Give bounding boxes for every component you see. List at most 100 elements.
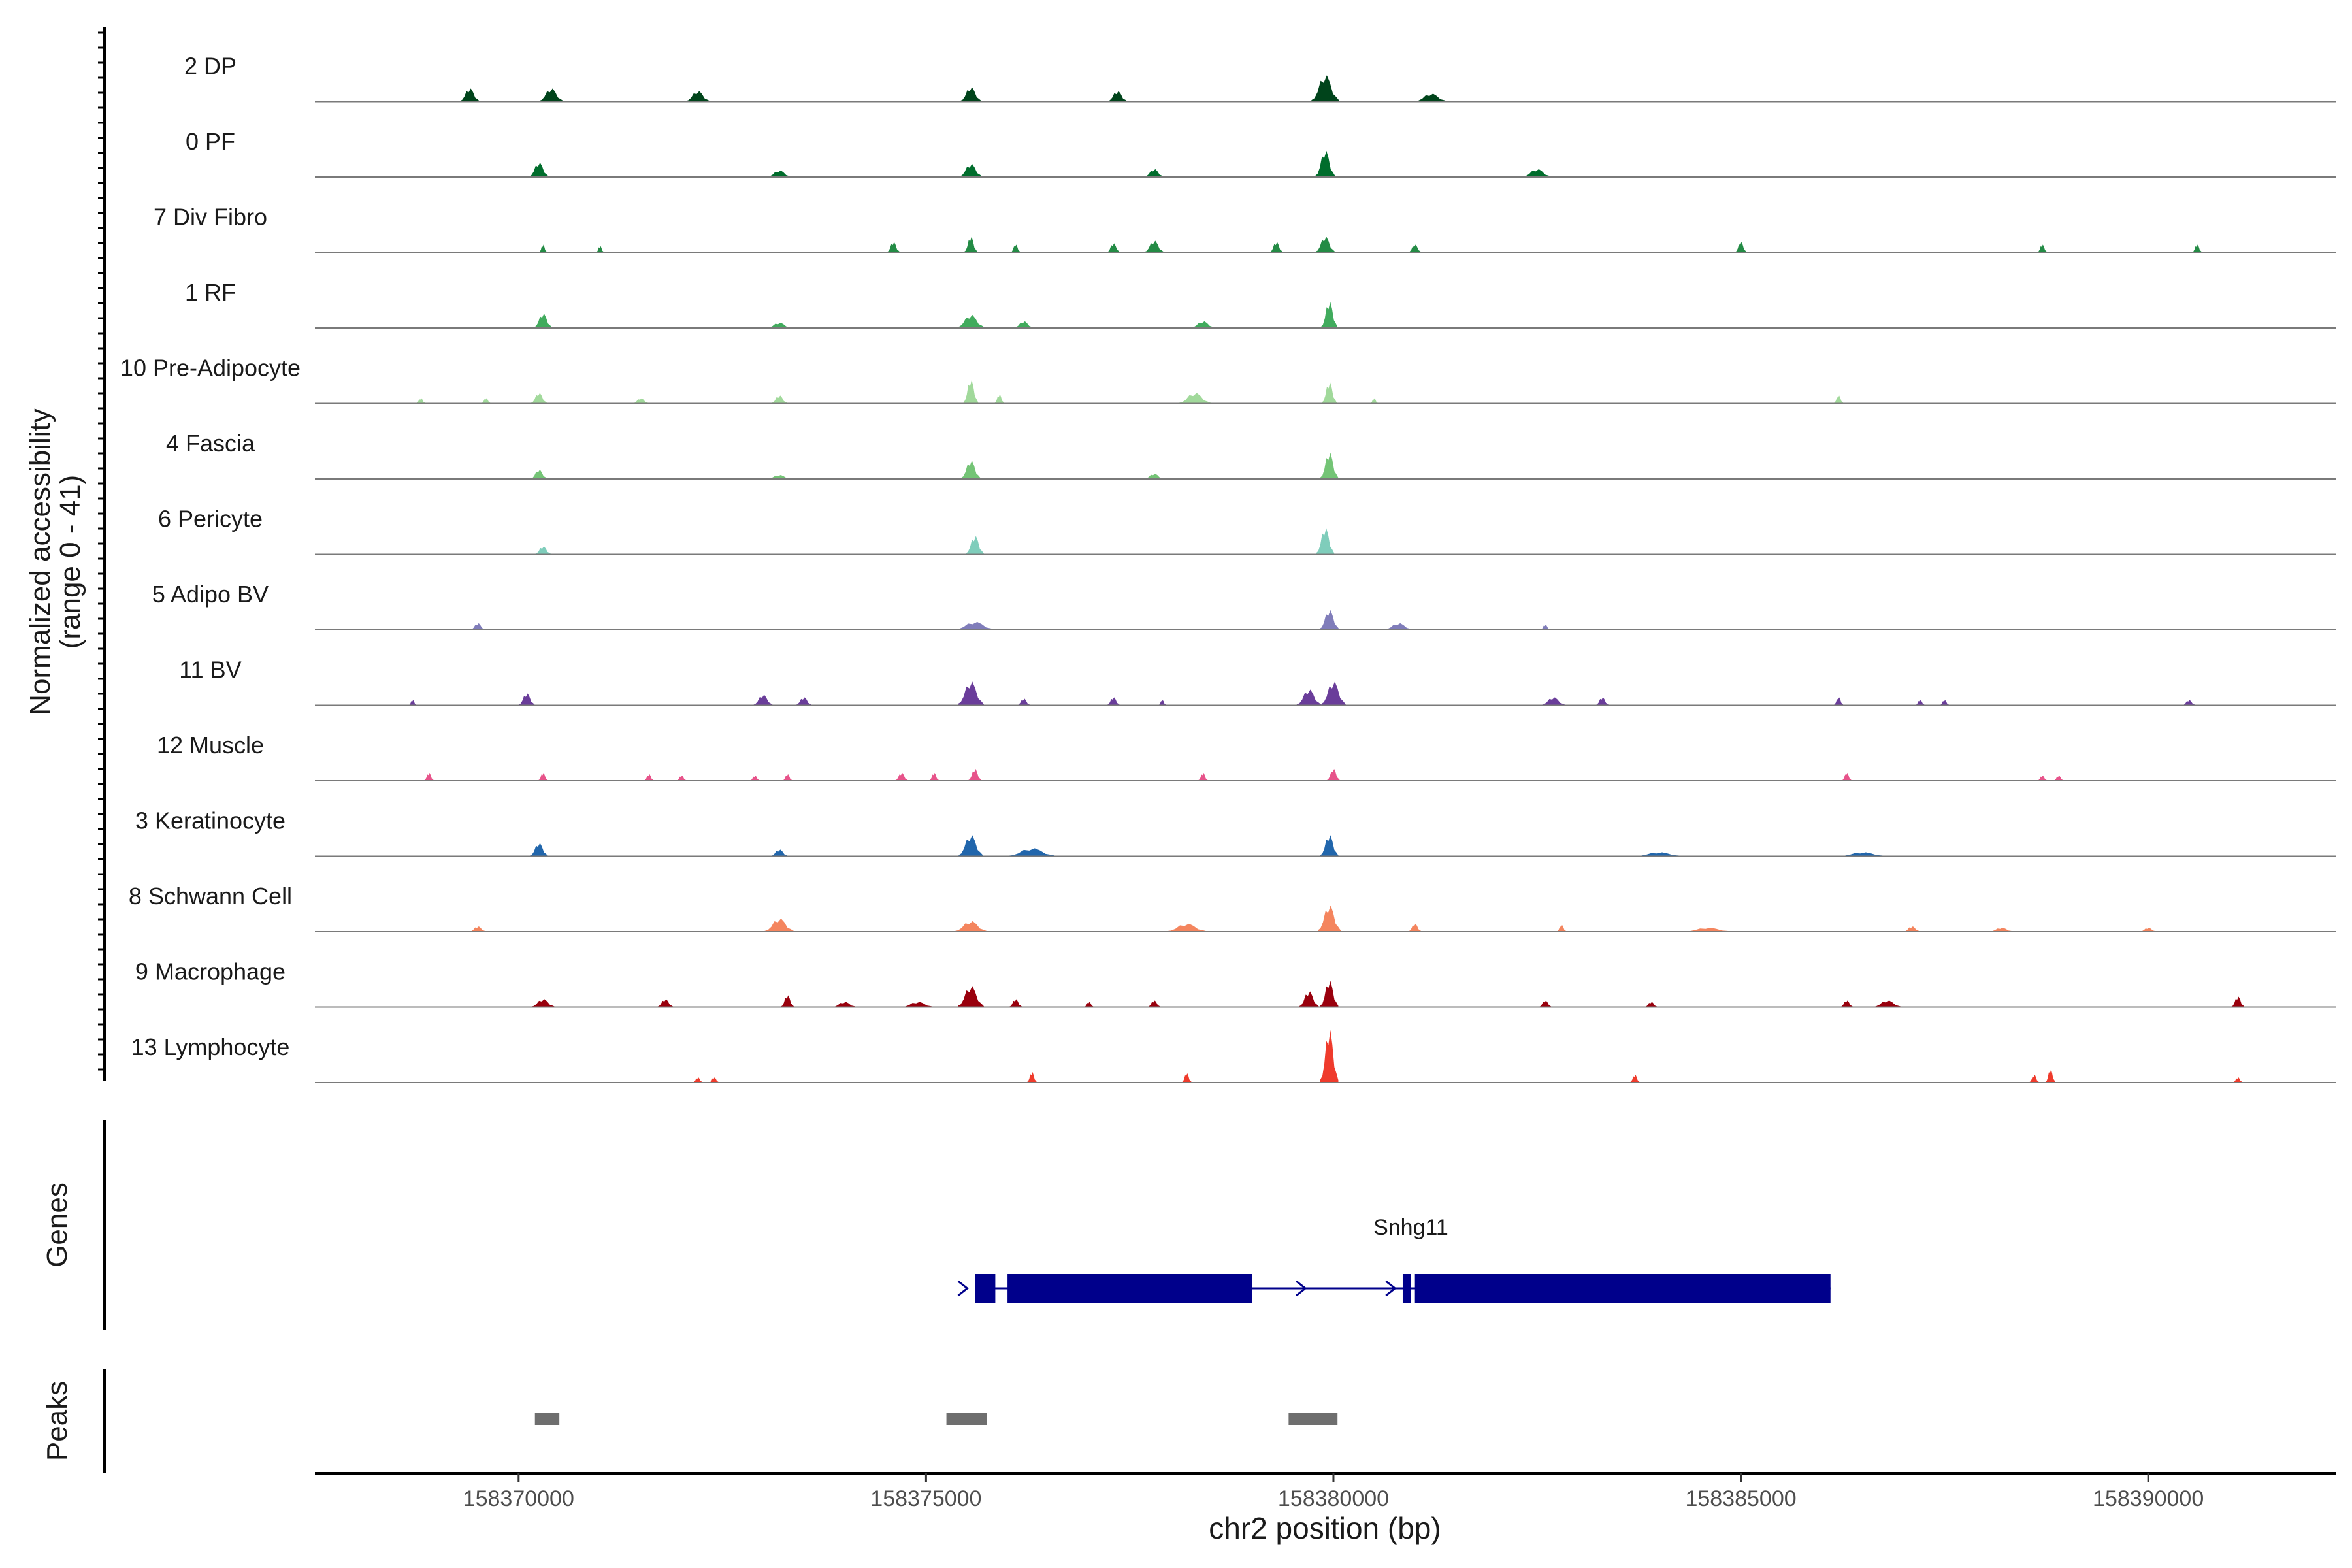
track-label: 11 BV <box>179 657 241 683</box>
coverage-peak <box>1322 382 1337 404</box>
coverage-peak <box>1027 1071 1037 1083</box>
coverage-peak <box>1320 835 1339 857</box>
track-label: 8 Schwann Cell <box>129 883 292 909</box>
coverage-peak <box>1190 321 1216 328</box>
coverage-peak <box>795 697 812 706</box>
coverage-peak <box>1541 697 1566 706</box>
coverage-peak <box>1319 610 1339 630</box>
coverage-peak <box>1316 528 1335 555</box>
coverage-peak <box>1166 923 1207 932</box>
coverage-peak <box>531 469 547 479</box>
coverage-peak <box>676 776 687 781</box>
track-12: 8 Schwann Cell <box>129 883 2336 932</box>
coverage-peak <box>1017 698 1030 706</box>
coverage-peak <box>596 246 604 253</box>
peak-intervals <box>534 1413 1338 1425</box>
track-4: 1 RF <box>185 279 2336 329</box>
track-label: 4 Fascia <box>166 430 255 457</box>
coverage-peak <box>961 460 981 479</box>
coverage-peak <box>2231 996 2245 1007</box>
genes-axis-label: Genes <box>41 1183 73 1267</box>
coverage-peak <box>1327 768 1340 781</box>
coverage-peak <box>470 623 485 630</box>
x-tick-label: 158390000 <box>2093 1486 2204 1511</box>
coverage-peak <box>529 162 549 177</box>
coverage-peak <box>2053 776 2064 781</box>
coverage-peak <box>539 244 547 253</box>
coverage-peak <box>1144 474 1164 479</box>
coverage-peak <box>2037 776 2048 781</box>
coverage-peak <box>955 621 996 630</box>
coverage-peak <box>1635 852 1684 857</box>
coverage-peak <box>534 546 551 555</box>
coverage-peak <box>1269 242 1283 253</box>
coverage-peak <box>470 926 486 932</box>
peak-interval <box>1288 1413 1338 1425</box>
track-label: 10 Pre-Adipocyte <box>120 355 301 382</box>
coverage-peak <box>1320 981 1339 1007</box>
coverage-peak <box>1904 926 1920 932</box>
coverage-peak <box>1144 240 1164 253</box>
coverage-peak <box>709 1077 719 1083</box>
coverage-peak <box>895 772 908 781</box>
coverage-peak <box>955 921 987 932</box>
y-axis-label-line2: (range 0 - 41) <box>54 475 86 649</box>
track-label: 12 Muscle <box>157 732 264 759</box>
track-label: 9 Macrophage <box>135 958 286 985</box>
coverage-peak <box>958 835 983 857</box>
coverage-peak <box>770 849 789 857</box>
coverage-peak <box>2182 700 2196 706</box>
coverage-peak <box>767 323 792 328</box>
coverage-peak <box>958 681 984 706</box>
track-14: 13 Lymphocyte <box>131 1030 2336 1083</box>
coverage-peak <box>956 314 985 328</box>
coverage-peak <box>1833 697 1844 706</box>
coverage-peak <box>1107 697 1120 706</box>
coverage-peak <box>1540 625 1550 630</box>
coverage-peak <box>644 774 654 781</box>
coverage-peak <box>1321 301 1338 328</box>
track-label: 0 PF <box>186 128 235 155</box>
coverage-peak <box>1320 452 1339 479</box>
coverage-peak <box>966 536 984 555</box>
coverage-peak <box>964 237 977 253</box>
x-tick-label: 158375000 <box>870 1486 981 1511</box>
coverage-peak <box>1179 393 1211 404</box>
coverage-peak <box>1007 848 1056 857</box>
coverage-peak <box>481 398 491 404</box>
coverage-peak <box>1539 1000 1552 1007</box>
coverage-peak <box>1644 1002 1658 1007</box>
coverage-peak <box>1735 242 1747 253</box>
coverage-peak <box>1320 1030 1339 1083</box>
coverage-peak <box>2037 244 2048 253</box>
coverage-peak <box>1522 169 1552 177</box>
x-tick-label: 158370000 <box>463 1486 574 1511</box>
coverage-peak <box>1833 395 1844 404</box>
coverage-peak <box>1296 689 1322 706</box>
coverage-peak <box>424 772 434 781</box>
gene-name-label: Snhg11 <box>1373 1215 1448 1240</box>
coverage-peak <box>1311 75 1339 102</box>
coverage-peak <box>2046 1069 2055 1083</box>
gene-exon <box>1007 1274 1252 1303</box>
coverage-peak <box>782 774 792 781</box>
coverage-peak <box>530 843 548 857</box>
track-2: 0 PF <box>186 128 2336 178</box>
x-tick-label: 158385000 <box>1685 1486 1796 1511</box>
peak-interval <box>946 1413 987 1425</box>
coverage-peak <box>902 1002 934 1007</box>
coverage-peak <box>963 380 979 404</box>
peaks-axis-label: Peaks <box>41 1381 73 1461</box>
coverage-peak <box>1872 1000 1903 1007</box>
coverage-peak <box>958 986 984 1007</box>
coverage-peak <box>657 999 674 1007</box>
track-label: 5 Adipo BV <box>152 581 269 608</box>
coverage-peak <box>1838 852 1888 857</box>
coverage-peak <box>929 772 939 781</box>
coverage-peak <box>1107 243 1120 253</box>
coverage-peak <box>2192 244 2202 253</box>
coverage-peak <box>1384 623 1414 630</box>
coverage-peak <box>960 87 982 102</box>
coverage-peak <box>1299 991 1319 1007</box>
